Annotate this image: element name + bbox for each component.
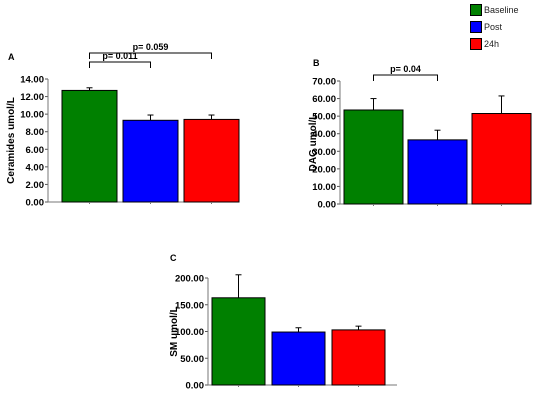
chart-panel-b: B 0.00 10.00 20.00 30.00 40.00 50.00 60.00 70.00…	[308, 58, 532, 211]
significance-label: p= 0.059	[133, 42, 169, 52]
legend-item-post: Post	[470, 19, 519, 35]
chart-panel-c: C 0.00 50.00 100.00 150.00 200.00 SM umol/L	[169, 253, 397, 392]
y-axis-label: DAG umol/L	[308, 114, 319, 172]
y-tick-label: 10.00	[20, 110, 44, 121]
bar-post	[122, 119, 179, 203]
bar-baseline	[211, 297, 266, 386]
y-tick-label: 10.00	[312, 182, 336, 193]
y-tick-label: 100.00	[175, 327, 204, 338]
legend-swatch-baseline	[470, 4, 482, 16]
legend-item-baseline: Baseline	[470, 2, 519, 18]
panel-letter: C	[170, 253, 177, 263]
legend-swatch-24h	[470, 38, 482, 50]
y-tick-label: 8.00	[26, 127, 45, 138]
y-tick-label: 50.00	[180, 354, 204, 365]
legend-label-post: Post	[484, 22, 503, 32]
legend-item-24h: 24h	[470, 36, 519, 52]
legend: Baseline Post 24h	[470, 2, 519, 53]
y-tick-label: 150.00	[175, 300, 204, 311]
y-tick-label: 200.00	[175, 274, 204, 285]
y-tick-label: 20.00	[312, 164, 336, 175]
y-tick-label: 12.00	[20, 92, 44, 103]
bar-24h	[471, 113, 532, 205]
y-tick-label: 70.00	[312, 77, 336, 88]
bar-baseline	[61, 89, 118, 203]
y-tick-label: 0.00	[318, 200, 337, 211]
bar-post	[407, 139, 468, 205]
bar-baseline	[343, 109, 404, 205]
y-tick-label: 50.00	[312, 112, 336, 123]
y-tick-label: 14.00	[20, 75, 44, 86]
y-axis-label: Ceramides umol/L	[6, 97, 17, 184]
significance-bracket	[89, 61, 151, 68]
y-tick-label: 2.00	[26, 180, 45, 191]
bar-24h	[183, 118, 240, 203]
bar-post	[271, 331, 326, 386]
significance-bracket	[373, 74, 438, 81]
y-tick-label: 40.00	[312, 129, 336, 140]
y-axis-label: SM umol/L	[169, 306, 180, 357]
y-tick-label: 30.00	[312, 147, 336, 158]
chart-panel-a: A 0.00 2.00 4.00 6.00 8.00 10.00 12.00 14.00Cera…	[6, 42, 240, 209]
y-tick-label: 60.00	[312, 94, 336, 105]
y-tick-label: 6.00	[26, 145, 45, 156]
panel-letter: A	[8, 52, 15, 62]
significance-bracket	[89, 52, 212, 59]
legend-label-24h: 24h	[484, 39, 500, 49]
legend-swatch-post	[470, 21, 482, 33]
y-tick-label: 0.00	[26, 198, 45, 209]
bar-24h	[331, 329, 386, 386]
y-tick-label: 0.00	[186, 381, 205, 392]
legend-label-baseline: Baseline	[484, 5, 519, 15]
significance-label: p= 0.011	[102, 51, 137, 61]
panel-letter: B	[313, 58, 320, 68]
significance-label: p= 0.04	[390, 64, 421, 74]
y-tick-label: 4.00	[26, 162, 45, 173]
